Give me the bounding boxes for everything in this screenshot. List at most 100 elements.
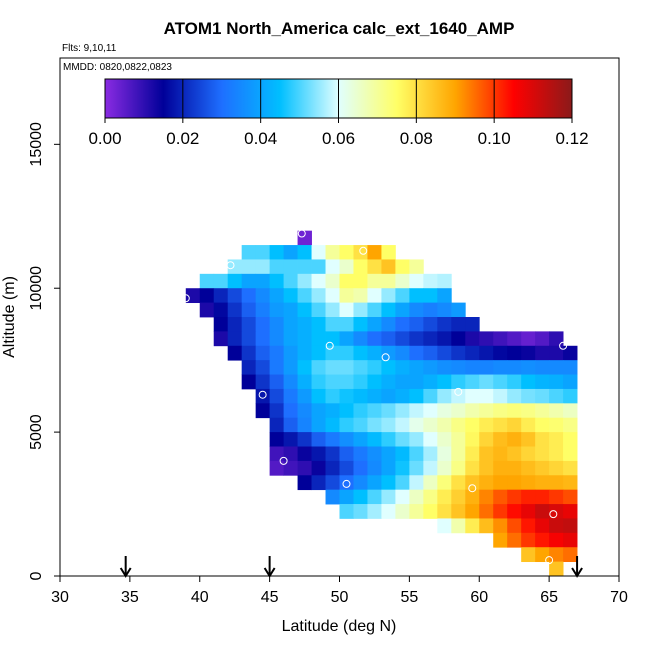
heatmap-cell [339,403,354,419]
x-axis: 30 35 40 45 50 55 60 65 70 [51,576,628,606]
sample-point [181,294,190,303]
heatmap-cell [409,504,424,519]
heatmap-cell [535,532,550,548]
heatmap-cell [549,475,564,491]
heatmap-cell [479,446,494,462]
heatmap-cell [437,345,452,361]
colorbar-tick-label: 0.12 [555,129,588,148]
heatmap-cell [535,345,550,361]
heatmap-cell [451,432,466,447]
heatmap-cell [395,374,410,390]
heatmap-cell [213,273,229,289]
heatmap-cell [493,460,508,476]
heatmap-cell [325,475,340,491]
heatmap-cell [493,403,508,419]
heatmap-cell [507,446,522,462]
heatmap-cell [325,259,340,275]
dates-note-bg [61,59,178,72]
heatmap-cell [255,360,271,375]
heatmap-cell [227,302,243,318]
heatmap-cell [423,417,438,433]
heatmap-cell [521,331,536,347]
heatmap-cell [437,374,452,390]
sample-point [258,390,267,399]
heatmap-cell [353,259,368,275]
heatmap-cell [227,317,243,332]
heatmap-cell [395,259,410,275]
heatmap-cell [241,331,257,347]
heatmap-cell [563,432,578,447]
heatmap-cell [339,417,354,433]
heatmap-cell [465,432,480,447]
heatmap-cell [255,403,271,419]
heatmap-cell [409,302,424,318]
heatmap-cell [437,273,452,289]
heatmap-cell [283,245,298,260]
heatmap-cell [199,273,215,289]
heatmap-cell [367,259,382,275]
heatmap-cell [283,432,298,447]
heatmap-cell [549,403,564,419]
heatmap-cell [381,388,396,404]
heatmap-cell [311,432,326,447]
heatmap-cell [395,302,410,318]
heatmap-cell [353,504,368,519]
heatmap-cell [353,374,368,390]
heatmap-cell [465,446,480,462]
heatmap-cell [311,302,326,318]
heatmap-cell [353,403,368,419]
heatmap-cell [507,460,522,476]
heatmap-cell [339,460,354,476]
heatmap-cell [325,489,340,505]
heatmap-cell [409,374,424,390]
heatmap-cell [437,288,452,304]
heatmap-cell [549,532,564,548]
heatmap-cell [549,388,564,404]
heatmap-cell [409,432,424,447]
heatmap-cell [297,432,312,447]
heatmap-cell [465,345,480,361]
heatmap-cell [297,331,312,347]
heatmap-cell [423,504,438,519]
colorbar-tick-label: 0.08 [400,129,433,148]
heatmap-cell [325,245,340,260]
heatmap-cell [493,331,508,347]
sample-point [297,229,306,238]
sample-points [181,229,568,565]
heatmap-cell [353,317,368,332]
heatmap-cell [451,417,466,433]
heatmap-cell [381,374,396,390]
heatmap-cell [367,417,382,433]
heatmap-cell [423,374,438,390]
heatmap-cell [493,360,508,375]
heatmap-cell [367,360,382,375]
sample-point [454,387,463,396]
heatmap-cell [451,331,466,347]
heatmap-cell [395,475,410,491]
heatmap-cell [199,288,215,304]
x-tick-label: 45 [261,589,279,606]
heatmap-cells [185,230,578,577]
heatmap-cell [283,446,298,462]
x-axis-label: Latitude (deg N) [282,618,397,635]
heatmap-cell [325,460,340,476]
heatmap-cell [423,360,438,375]
heatmap-cell [563,504,578,519]
heatmap-cell [493,446,508,462]
heatmap-cell [311,374,326,390]
dates-note: MMDD: 0820,0822,0823 [63,62,172,73]
heatmap-cell [451,504,466,519]
heatmap-cell [255,317,271,332]
x-tick-label: 65 [540,589,558,606]
heatmap-cell [241,374,257,390]
heatmap-cell [451,518,466,534]
heatmap-cell [423,388,438,404]
heatmap-cell [297,288,312,304]
sample-point [559,341,568,350]
heatmap-cell [297,302,312,318]
heatmap-cell [283,317,298,332]
heatmap-cell [465,403,480,419]
heatmap-cell [535,374,550,390]
heatmap-cell [437,403,452,419]
heatmap-cell [465,331,480,347]
